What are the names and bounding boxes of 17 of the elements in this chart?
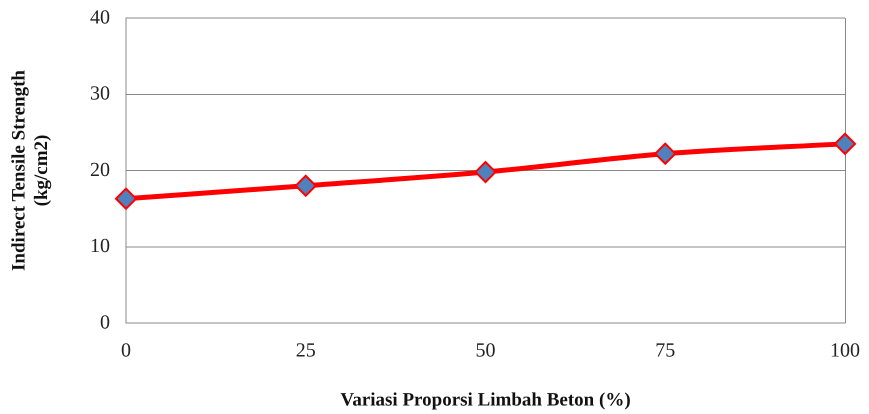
y-tick-label: 30 (90, 82, 110, 104)
x-tick-label: 0 (121, 339, 131, 362)
x-axis-title: Variasi Proporsi Limbah Beton (%) (340, 390, 631, 411)
y-tick-label: 20 (90, 158, 110, 181)
point (474, 161, 496, 184)
point (115, 188, 137, 210)
y-tick-label: 10 (90, 235, 110, 257)
y-axis-title: Indirect Tensile Strength (kg/cm2) (8, 70, 52, 271)
x-tick-label: 25 (296, 339, 316, 362)
y-tick-label: 0 (100, 311, 110, 334)
x-tick-label: 50 (476, 339, 496, 362)
point (654, 142, 676, 165)
point (294, 174, 317, 197)
point (834, 132, 856, 155)
y-tick-label: 40 (90, 6, 110, 28)
x-tick-label: 100 (830, 339, 860, 362)
x-tick-label: 75 (655, 339, 676, 362)
